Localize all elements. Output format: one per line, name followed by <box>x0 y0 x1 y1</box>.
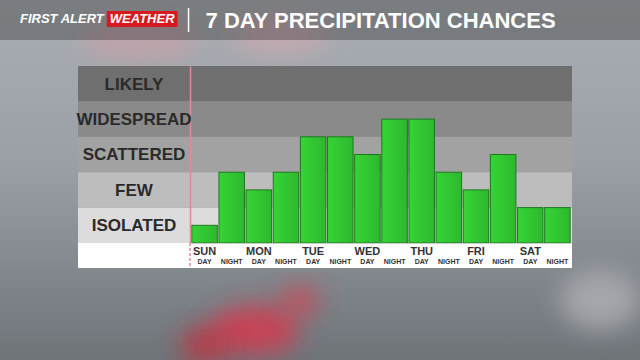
day-label: MON <box>246 245 272 257</box>
bar <box>192 225 218 243</box>
period-label: DAY <box>360 258 374 265</box>
period-label: DAY <box>252 258 266 265</box>
bar <box>328 137 354 243</box>
y-tick-label: SCATTERED <box>83 145 186 164</box>
x-tick: NIGHT <box>492 243 514 265</box>
header-separator <box>188 8 190 32</box>
bar <box>300 137 326 243</box>
x-tick: NIGHT <box>384 243 407 265</box>
day-label: SAT <box>520 245 541 257</box>
x-tick-label: TUEDAY <box>302 245 324 265</box>
x-tick: MONDAY <box>246 243 272 265</box>
y-axis-line <box>190 67 192 244</box>
background-light <box>280 286 320 314</box>
x-tick: TUEDAY <box>302 243 324 265</box>
brand-box <box>107 11 178 27</box>
brand: FIRST ALERT <box>20 11 105 26</box>
x-tick-label: NIGHT <box>221 258 244 265</box>
bar <box>409 119 435 243</box>
x-tick: NIGHT <box>547 243 570 265</box>
day-label: THU <box>410 245 433 257</box>
x-tick-label: NIGHT <box>438 258 461 265</box>
x-tick-label: NIGHT <box>329 258 352 265</box>
header-band <box>0 0 640 40</box>
y-tick: WIDESPREAD <box>76 110 191 129</box>
period-label: NIGHT <box>492 258 514 265</box>
header: FIRST ALERT WEATHER 7 DAY PRECIPITATION CH… <box>20 8 556 33</box>
bar <box>463 190 489 243</box>
bar <box>355 155 381 244</box>
day-label: WED <box>355 245 381 257</box>
period-label: NIGHT <box>221 258 244 265</box>
y-tick-label: WIDESPREAD <box>76 110 191 129</box>
bar <box>490 155 516 244</box>
x-tick: NIGHT <box>221 243 244 265</box>
x-tick: SUNDAY <box>193 243 216 265</box>
background-light <box>180 327 230 360</box>
period-label: NIGHT <box>547 258 570 265</box>
brand-highlight: WEATHER <box>110 11 175 26</box>
y-tick-label: LIKELY <box>105 75 165 94</box>
period-label: NIGHT <box>384 258 407 265</box>
x-tick: NIGHT <box>275 243 298 265</box>
title: 7 DAY PRECIPITATION CHANCES <box>206 8 556 33</box>
period-label: NIGHT <box>438 258 461 265</box>
x-tick-label: MONDAY <box>246 245 272 265</box>
period-label: DAY <box>415 258 429 265</box>
x-tick-label: NIGHT <box>547 258 570 265</box>
x-tick: NIGHT <box>438 243 461 265</box>
y-tick: LIKELY <box>105 75 190 94</box>
x-tick: THUDAY <box>410 243 433 265</box>
period-label: DAY <box>523 258 537 265</box>
bar <box>545 208 571 243</box>
x-tick-label: WEDDAY <box>355 245 381 265</box>
bar <box>219 172 245 243</box>
x-tick: SATDAY <box>520 243 541 265</box>
x-label-area <box>78 243 572 268</box>
x-tick-label: SUNDAY <box>193 245 216 265</box>
period-label: NIGHT <box>275 258 298 265</box>
bar <box>436 172 462 243</box>
panel <box>78 66 572 268</box>
x-tick-label: NIGHT <box>492 258 514 265</box>
y-tick: SCATTERED <box>83 145 190 164</box>
chart: FIRST ALERT WEATHER 7 DAY PRECIPITATION CH… <box>0 0 640 360</box>
x-tick: NIGHT <box>329 243 352 265</box>
x-tick-label: FRIDAY <box>467 245 485 265</box>
x-tick: WEDDAY <box>355 243 381 265</box>
y-axis: ISOLATED FEW SCATTERED WIDESPREAD LIKELY <box>76 67 191 244</box>
y-tick-label: FEW <box>115 181 154 200</box>
bar <box>246 190 272 243</box>
x-axis: SUNDAYNIGHTMONDAYNIGHTTUEDAYNIGHTWEDDAYN… <box>192 243 572 265</box>
x-axis-line <box>192 243 572 244</box>
background <box>0 0 640 360</box>
x-tick-label: NIGHT <box>275 258 298 265</box>
period-label: DAY <box>306 258 320 265</box>
background-fill <box>0 0 640 360</box>
period-label: DAY <box>198 258 212 265</box>
x-tick: FRIDAY <box>467 243 485 265</box>
bars <box>192 119 570 243</box>
y-tick: FEW <box>115 181 190 200</box>
bar <box>273 172 299 243</box>
day-label: TUE <box>302 245 324 257</box>
y-tick: ISOLATED <box>92 216 190 235</box>
period-label: NIGHT <box>329 258 352 265</box>
y-tick-label: ISOLATED <box>92 216 177 235</box>
x-tick-label: NIGHT <box>384 258 407 265</box>
x-tick-label: THUDAY <box>410 245 433 265</box>
period-label: DAY <box>469 258 483 265</box>
bar <box>382 119 408 243</box>
level-band <box>78 66 572 101</box>
day-label: SUN <box>193 245 216 257</box>
day-label: FRI <box>467 245 485 257</box>
divider <box>189 243 191 268</box>
background-light <box>560 270 640 330</box>
x-tick-label: SATDAY <box>520 245 541 265</box>
bar <box>518 208 544 243</box>
